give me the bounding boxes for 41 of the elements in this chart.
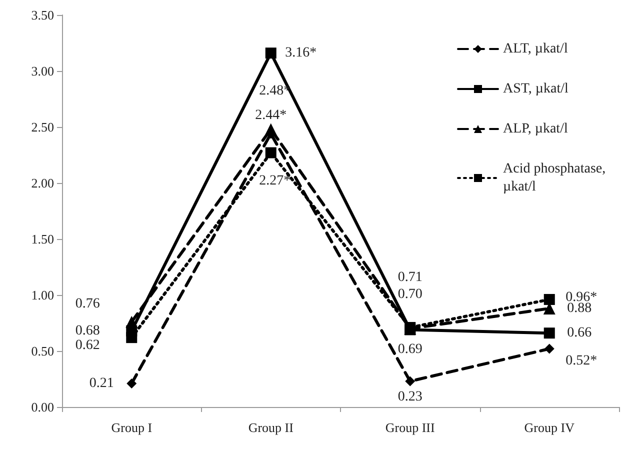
y-tick-label: 3.50: [31, 8, 54, 22]
x-tick-label: Group II: [248, 420, 294, 435]
x-tick-label: Group IV: [524, 420, 576, 435]
data-label: 2.48*: [259, 84, 291, 99]
point: [264, 123, 277, 136]
point: [126, 378, 137, 388]
data-label: 0.66: [567, 326, 592, 341]
y-tick-label: 3.00: [31, 64, 54, 78]
legend-label: Acid phosphatase, µkat/l: [503, 162, 606, 194]
point: [544, 328, 555, 339]
data-label: 0.62: [75, 338, 100, 354]
y-tick-label: 0.50: [31, 344, 54, 358]
point: [405, 376, 416, 386]
data-label: 0.70: [398, 287, 422, 302]
legend-label: ALT, µkat/l: [503, 42, 568, 56]
point: [544, 294, 555, 305]
x-tick-label: Group I: [111, 420, 152, 435]
y-tick-label: 2.50: [31, 120, 54, 134]
point: [544, 344, 554, 354]
data-label: 2.27*: [259, 173, 291, 188]
data-label: 0.21: [89, 376, 114, 391]
point: [126, 316, 138, 328]
y-tick-label: 2.00: [31, 176, 54, 190]
x-tick-label: Group III: [385, 420, 435, 435]
data-label: 2.44*: [255, 108, 287, 124]
data-label: 0.52*: [566, 353, 598, 368]
legend-label: ALP, µkat/l: [503, 122, 568, 136]
data-label: 0.68: [75, 323, 100, 338]
data-label: 0.76: [75, 296, 100, 312]
data-label: 0.71: [398, 270, 422, 285]
y-tick-label: 1.00: [31, 288, 54, 302]
y-tick-label: 1.50: [31, 232, 54, 246]
legend-label: AST, µkat/l: [503, 82, 568, 96]
point: [126, 332, 138, 344]
point: [265, 147, 276, 158]
y-tick-label: 0.00: [31, 400, 54, 414]
data-label: 0.23: [398, 390, 422, 405]
data-label: 0.88: [567, 300, 592, 316]
data-label: 0.69: [398, 342, 422, 358]
point: [265, 48, 276, 59]
data-label: 3.16*: [285, 46, 317, 61]
